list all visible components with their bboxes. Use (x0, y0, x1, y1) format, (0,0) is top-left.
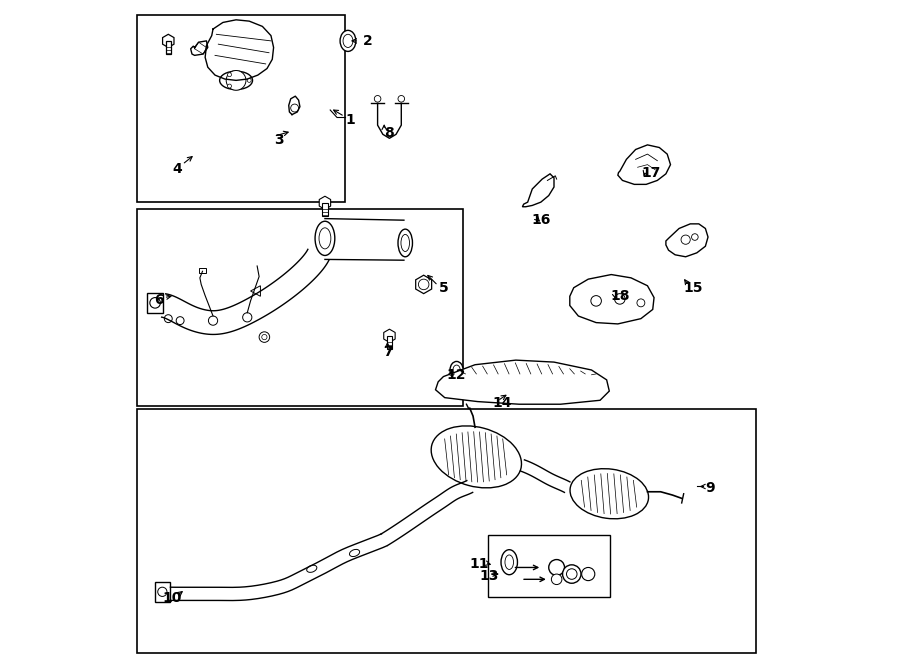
Polygon shape (320, 196, 330, 210)
Circle shape (562, 565, 581, 583)
Text: 15: 15 (684, 281, 703, 295)
Circle shape (226, 71, 246, 91)
Circle shape (262, 334, 267, 340)
Circle shape (228, 73, 231, 77)
Circle shape (681, 235, 690, 245)
Circle shape (248, 79, 251, 83)
Circle shape (259, 332, 270, 342)
Circle shape (591, 295, 601, 306)
Text: 2: 2 (363, 34, 373, 48)
Polygon shape (416, 275, 432, 293)
Polygon shape (522, 174, 554, 207)
Bar (138, 15, 345, 202)
Text: 3: 3 (274, 133, 284, 147)
Ellipse shape (398, 229, 412, 256)
Polygon shape (666, 224, 708, 256)
Ellipse shape (340, 30, 356, 52)
Bar (138, 409, 756, 653)
Ellipse shape (349, 549, 360, 557)
Circle shape (691, 234, 698, 241)
Text: 18: 18 (610, 290, 630, 303)
Circle shape (566, 568, 577, 579)
Circle shape (209, 316, 218, 325)
Circle shape (291, 104, 299, 112)
Ellipse shape (343, 34, 353, 48)
Ellipse shape (453, 365, 460, 375)
Text: 1: 1 (345, 113, 355, 127)
Circle shape (637, 299, 644, 307)
Text: 9: 9 (706, 481, 715, 496)
Ellipse shape (450, 362, 464, 379)
Circle shape (158, 587, 167, 596)
Polygon shape (436, 360, 609, 405)
Text: 12: 12 (446, 368, 466, 382)
Ellipse shape (319, 228, 331, 249)
Circle shape (243, 313, 252, 322)
Circle shape (615, 293, 626, 304)
Bar (322, 203, 328, 216)
Text: 11: 11 (470, 557, 490, 571)
Circle shape (150, 297, 160, 308)
Circle shape (374, 96, 381, 102)
Bar (199, 268, 206, 273)
Polygon shape (250, 286, 260, 296)
Circle shape (176, 317, 184, 325)
Text: 13: 13 (480, 569, 500, 583)
Circle shape (165, 315, 172, 323)
Bar (148, 293, 163, 313)
Circle shape (418, 279, 429, 290)
Text: 6: 6 (154, 293, 164, 307)
Ellipse shape (431, 426, 521, 488)
Circle shape (581, 567, 595, 580)
Polygon shape (570, 274, 654, 324)
Bar (488, 535, 610, 597)
Ellipse shape (315, 221, 335, 255)
Polygon shape (383, 329, 395, 342)
Text: 16: 16 (531, 213, 551, 227)
Circle shape (398, 96, 405, 102)
Text: 10: 10 (163, 592, 182, 605)
Bar (166, 41, 171, 54)
Text: 17: 17 (641, 165, 661, 180)
Ellipse shape (501, 550, 518, 574)
Circle shape (552, 574, 562, 584)
Bar (138, 209, 464, 407)
Circle shape (549, 560, 564, 575)
Ellipse shape (505, 555, 514, 569)
Text: 8: 8 (384, 126, 394, 140)
Ellipse shape (307, 565, 317, 572)
Bar (387, 336, 392, 349)
Polygon shape (617, 145, 670, 184)
Bar (155, 582, 169, 602)
Text: 4: 4 (172, 162, 182, 176)
Ellipse shape (401, 235, 410, 252)
Circle shape (228, 84, 231, 88)
Text: 14: 14 (493, 396, 512, 410)
Text: 7: 7 (382, 344, 392, 358)
Polygon shape (163, 34, 174, 48)
Ellipse shape (220, 71, 253, 90)
Text: 5: 5 (438, 281, 448, 295)
Ellipse shape (570, 469, 649, 519)
